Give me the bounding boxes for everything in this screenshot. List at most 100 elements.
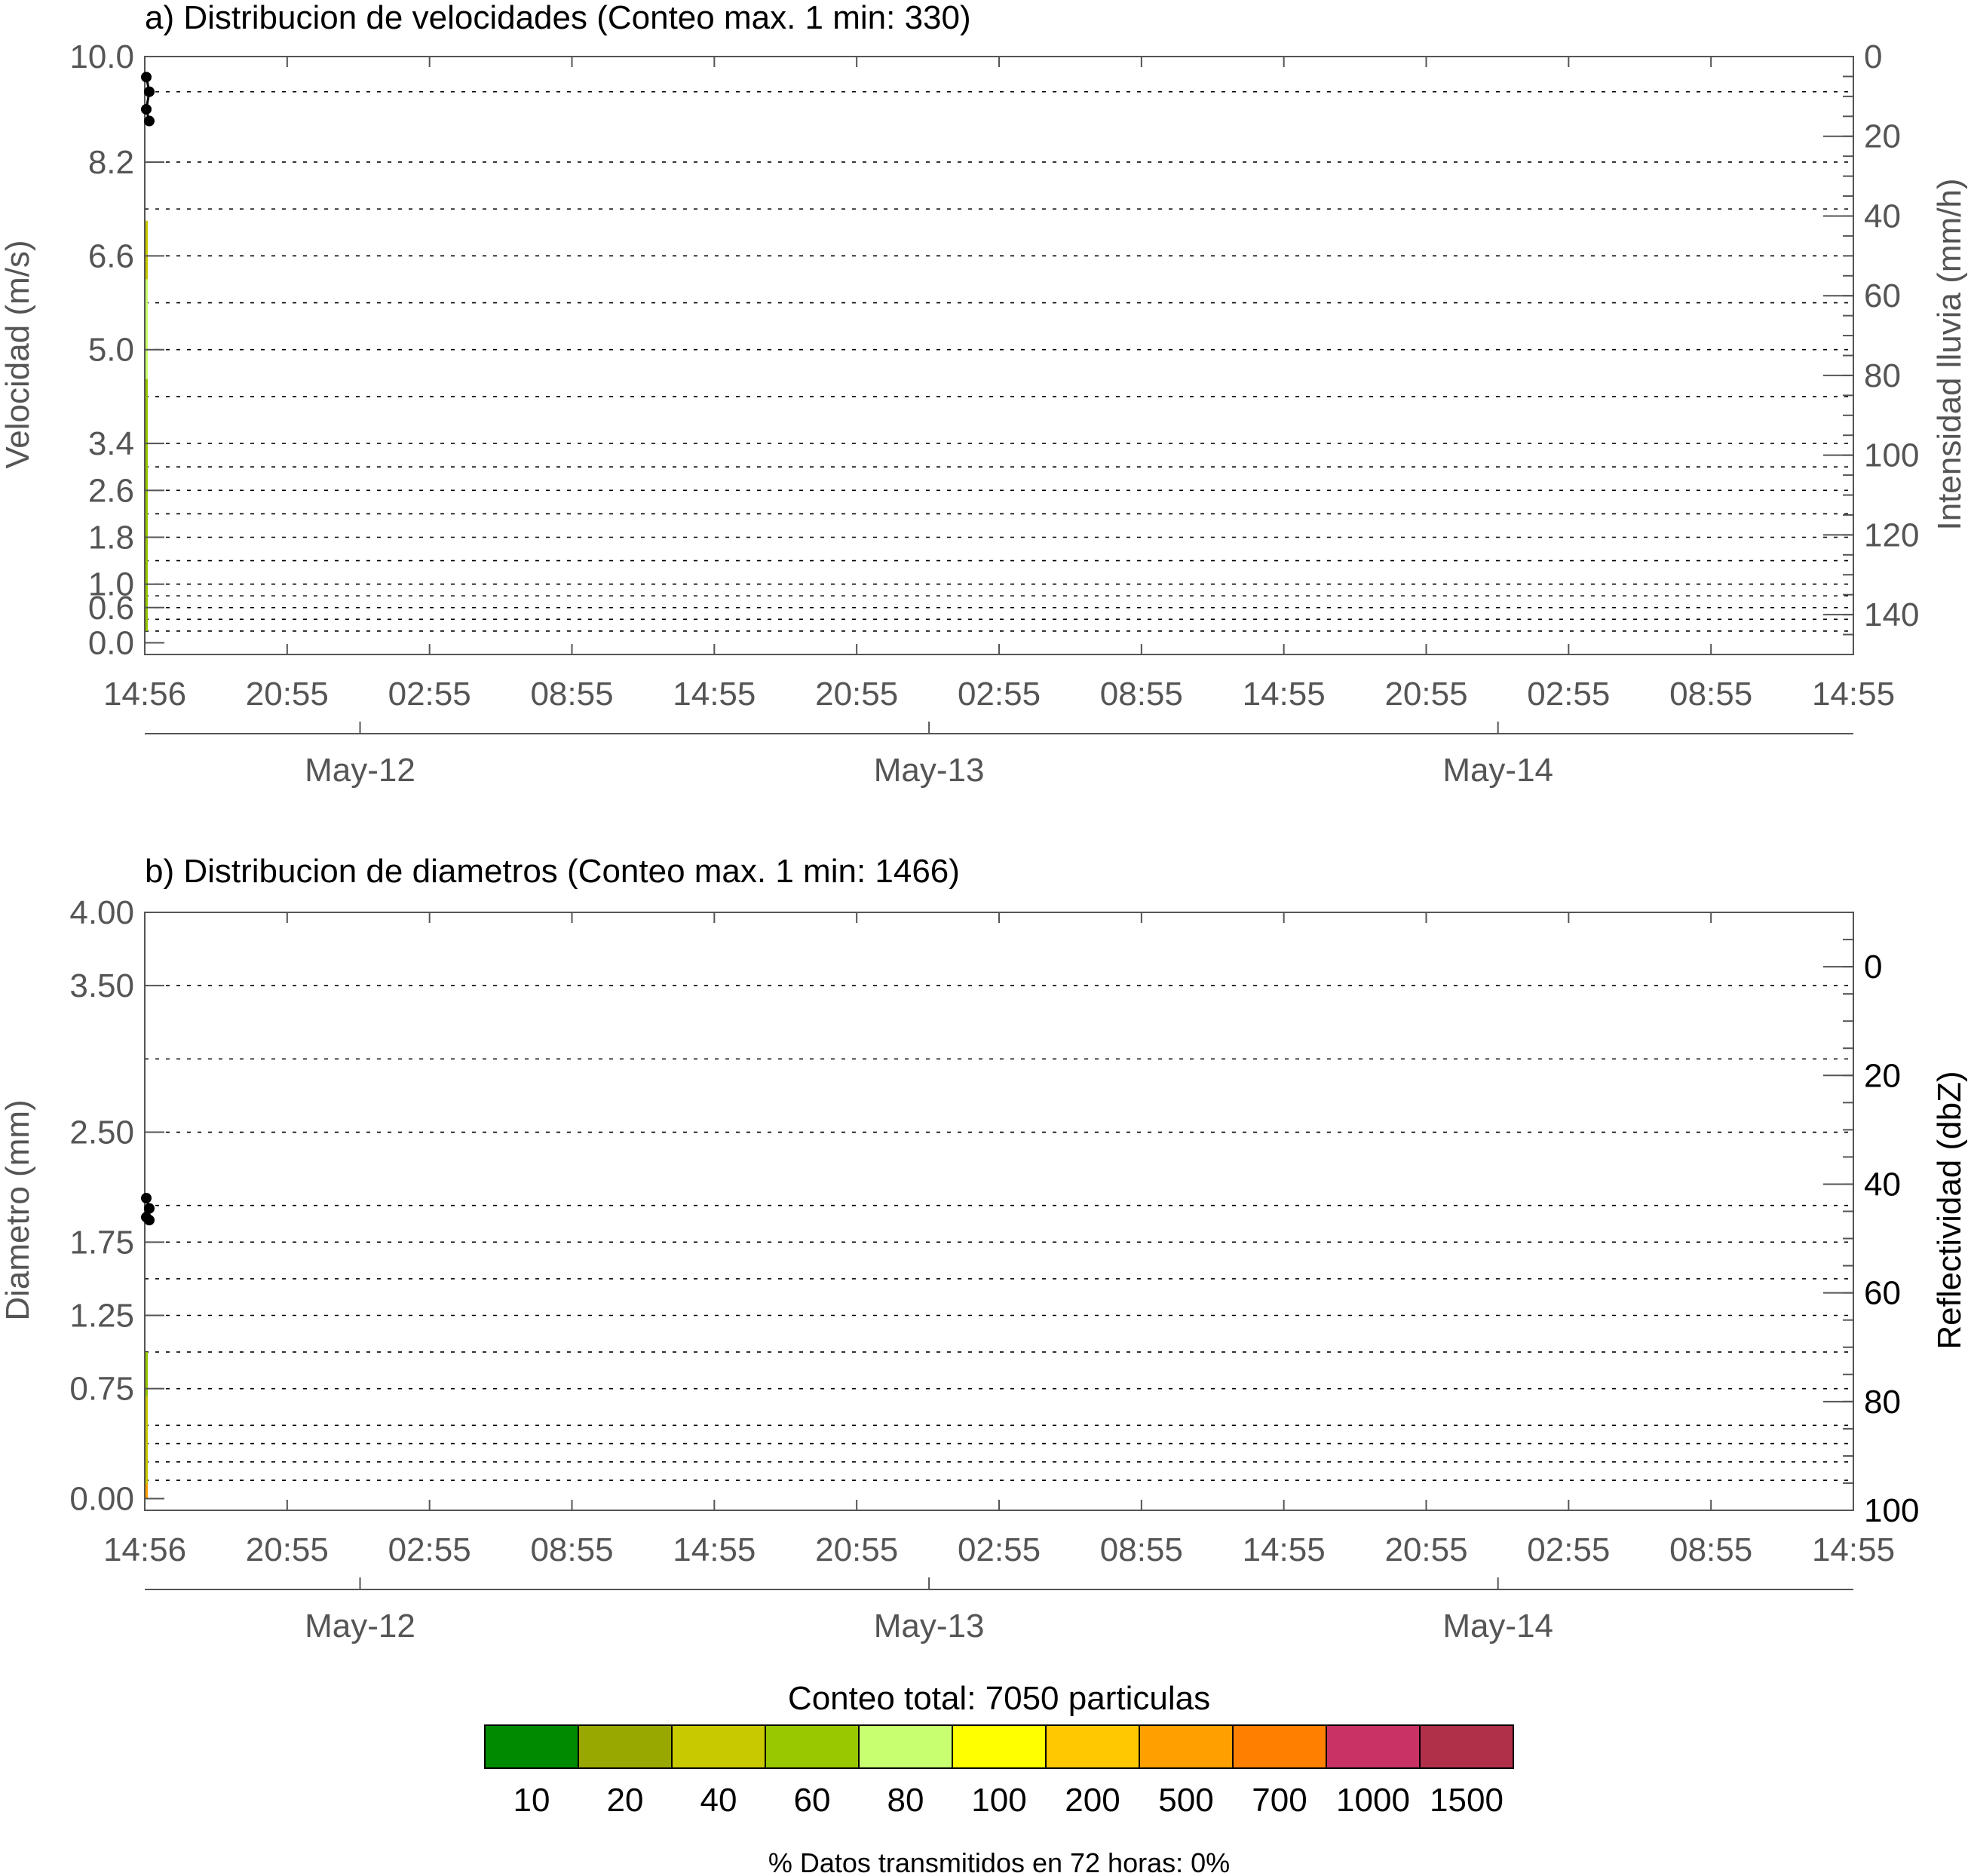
y2-tick-label: 80: [1864, 357, 1901, 394]
y-tick-label: 0.0: [88, 624, 134, 661]
diameter-plot-frame: [144, 912, 1854, 1511]
x-time-label: 20:55: [815, 676, 898, 713]
legend-swatch: [1232, 1724, 1327, 1769]
diameter-chart-title: b) Distribucion de diametros (Conteo max…: [145, 853, 960, 890]
legend-swatch: [1419, 1724, 1514, 1769]
distribution-cell: [146, 1484, 148, 1499]
y2-tick-label: 120: [1864, 517, 1919, 553]
velocity-x-ticks: 14:56 20:55 02:55 08:55 14:55 20:55 02:55 08:55…: [103, 57, 1895, 789]
trace-line: [145, 76, 151, 121]
x-time-label: 08:55: [530, 1531, 613, 1568]
color-legend: Conteo total: 7050 particulas 10 20 40 60 80…: [484, 1680, 1514, 1819]
distribution-cell: [146, 220, 148, 280]
y2-tick-label: 100: [1864, 1492, 1919, 1529]
x-time-label: 14:55: [1812, 1531, 1895, 1568]
x-time-label: 20:55: [246, 1531, 329, 1568]
legend-bin-label: 500: [1158, 1782, 1213, 1819]
x-time-label: 02:55: [958, 1531, 1041, 1568]
x-time-label: 20:55: [1384, 676, 1467, 713]
rain-intensity-y2-axis-label: Intensidad lluvia (mm/h): [1931, 178, 1968, 530]
legend-bin-label: 60: [794, 1782, 831, 1819]
diameter-distribution-strip: [146, 1352, 148, 1499]
trace-point: [141, 103, 152, 115]
velocity-gridlines: [145, 90, 1853, 632]
legend-bin-label: 1000: [1336, 1782, 1410, 1819]
y-tick-label: 5.0: [88, 332, 134, 369]
x-time-label: 02:55: [1527, 676, 1610, 713]
x-time-label: 02:55: [958, 676, 1041, 713]
legend-swatch: [1045, 1724, 1140, 1769]
y-tick-label: 4.00: [69, 894, 134, 931]
reflectivity-y2-ticks: 0 20 40 60 80 100: [1823, 912, 1919, 1529]
x-time-label: 14:56: [103, 1531, 186, 1568]
date-label: May-13: [874, 752, 985, 789]
legend-swatch: [1139, 1724, 1234, 1769]
legend-swatch: [858, 1724, 953, 1769]
trace-point: [141, 72, 152, 83]
velocity-panel: a) Distribucion de velocidades (Conteo m…: [0, 0, 1968, 789]
distribution-cell: [146, 1396, 148, 1485]
diameter-trace: [141, 1193, 155, 1226]
legend-title: Conteo total: 7050 particulas: [788, 1680, 1210, 1717]
x-time-label: 14:56: [103, 676, 186, 713]
reflectivity-y2-axis-label: Reflectividad (dbZ): [1931, 1071, 1968, 1349]
date-label: May-13: [874, 1608, 985, 1645]
velocity-trace: [141, 72, 155, 127]
legend-bins: 10 20 40 60 80 100 200 500 700 1000 1500: [484, 1724, 1514, 1819]
legend-swatch: [671, 1724, 766, 1769]
y2-tick-label: 80: [1864, 1384, 1901, 1421]
x-time-label: 14:55: [1812, 676, 1895, 713]
y-tick-label: 0.00: [69, 1480, 134, 1517]
y-tick-label: 3.50: [69, 967, 134, 1004]
diameter-panel: b) Distribucion de diametros (Conteo max…: [0, 853, 1968, 1645]
velocity-plot-frame: [144, 56, 1854, 655]
y-tick-label: 1.8: [88, 520, 134, 556]
distribution-cell: [146, 379, 148, 631]
diameter-y-axis-label: Diametro (mm): [0, 1099, 36, 1320]
x-time-label: 20:55: [246, 676, 329, 713]
legend-bin-label: 1500: [1430, 1782, 1504, 1819]
distribution-cell: [146, 279, 148, 379]
y-tick-label: 10.0: [69, 38, 134, 75]
y-tick-label: 1.25: [69, 1297, 134, 1334]
x-time-label: 14:55: [1243, 1531, 1326, 1568]
trace-point: [141, 1193, 152, 1204]
y-tick-label: 6.6: [88, 238, 134, 274]
x-time-label: 02:55: [1527, 1531, 1610, 1568]
y-tick-label: 2.6: [88, 472, 134, 509]
y2-tick-label: 0: [1864, 38, 1882, 75]
legend-bin-label: 40: [700, 1782, 737, 1819]
date-label: May-14: [1442, 752, 1553, 789]
legend-swatch: [484, 1724, 579, 1769]
y-tick-label: 1.0: [88, 566, 134, 603]
y2-tick-label: 60: [1864, 1275, 1901, 1312]
legend-swatch: [1326, 1724, 1421, 1769]
x-time-label: 20:55: [815, 1531, 898, 1568]
y-tick-label: 0.75: [69, 1371, 134, 1408]
x-time-label: 14:55: [1243, 676, 1326, 713]
legend-bin-label: 20: [607, 1782, 644, 1819]
legend-bin-label: 10: [513, 1782, 550, 1819]
x-time-label: 02:55: [388, 676, 471, 713]
date-label: May-12: [305, 752, 415, 789]
legend-swatch: [578, 1724, 673, 1769]
y-tick-label: 3.4: [88, 425, 134, 462]
legend-bin-label: 80: [887, 1782, 924, 1819]
legend-bin-label: 700: [1252, 1782, 1307, 1819]
diameter-y-ticks: 4.00 3.50 2.50 1.75 1.25 0.75 0.00: [69, 894, 164, 1517]
x-time-label: 20:55: [1384, 1531, 1467, 1568]
y2-tick-label: 40: [1864, 198, 1901, 234]
legend-swatch: [765, 1724, 860, 1769]
x-time-label: 02:55: [388, 1531, 471, 1568]
x-time-label: 14:55: [673, 1531, 756, 1568]
legend-swatch: [952, 1724, 1047, 1769]
x-time-label: 08:55: [1100, 676, 1183, 713]
diameter-x-ticks: 14:56 20:55 02:55 08:55 14:55 20:55 02:55 08:55…: [103, 912, 1895, 1645]
distribution-cell: [146, 1352, 148, 1396]
y2-tick-label: 40: [1864, 1166, 1901, 1203]
x-time-label: 08:55: [530, 676, 613, 713]
y2-tick-label: 100: [1864, 437, 1919, 474]
date-label: May-14: [1442, 1608, 1553, 1645]
trace-point: [144, 1215, 155, 1226]
